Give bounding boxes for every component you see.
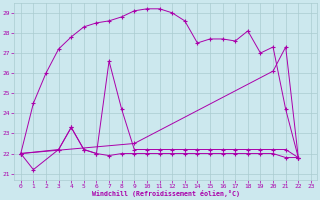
X-axis label: Windchill (Refroidissement éolien,°C): Windchill (Refroidissement éolien,°C) bbox=[92, 190, 240, 197]
